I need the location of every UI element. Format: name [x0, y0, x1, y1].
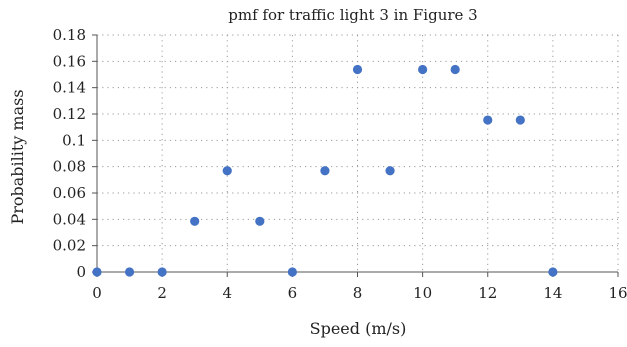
- data-point: [515, 115, 525, 125]
- y-tick-label: 0: [76, 263, 86, 281]
- data-point: [287, 267, 297, 277]
- x-tick-label: 6: [288, 284, 298, 302]
- data-point: [483, 115, 493, 125]
- data-point: [124, 267, 135, 277]
- data-point: [190, 216, 200, 226]
- y-tick-labels: 0 0.02 0.04 0.06 0.08 0.1 0.12 0.14 0.16 0.18: [53, 26, 86, 281]
- data-point: [548, 267, 558, 277]
- data-point: [352, 64, 363, 75]
- x-tick-label: 10: [413, 284, 432, 302]
- y-tick-label: 0.02: [53, 237, 86, 255]
- x-axis-label: Speed (m/s): [310, 319, 407, 338]
- data-point: [92, 267, 102, 277]
- y-tick-label: 0.1: [62, 131, 86, 149]
- x-tick-label: 8: [353, 284, 363, 302]
- grid: [97, 34, 619, 272]
- data-point: [222, 166, 232, 176]
- data-point: [320, 166, 330, 176]
- y-tick-label: 0.08: [53, 158, 86, 176]
- y-tick-label: 0.06: [53, 184, 86, 202]
- y-tick-label: 0.04: [53, 210, 86, 228]
- x-tick-label: 4: [222, 284, 232, 302]
- x-tick-label: 14: [543, 284, 562, 302]
- data-point: [450, 64, 460, 75]
- y-axis-label: Probability mass: [8, 89, 27, 224]
- data-point: [385, 166, 395, 176]
- y-tick-label: 0.18: [53, 26, 86, 44]
- x-tick-label: 16: [608, 284, 627, 302]
- y-tick-label: 0.14: [53, 79, 86, 97]
- data-point: [418, 64, 428, 75]
- y-tick-label: 0.12: [53, 105, 86, 123]
- x-tick-labels: 0 2 4 6 8 10 12 14 16: [92, 284, 627, 302]
- x-tick-label: 12: [478, 284, 497, 302]
- x-tick-label: 0: [92, 284, 102, 302]
- data-point: [157, 267, 167, 277]
- data-points: [92, 64, 558, 277]
- x-tick-label: 2: [157, 284, 167, 302]
- data-point: [255, 216, 265, 226]
- y-tick-label: 0.16: [53, 52, 86, 70]
- chart-title: pmf for traffic light 3 in Figure 3: [228, 6, 477, 24]
